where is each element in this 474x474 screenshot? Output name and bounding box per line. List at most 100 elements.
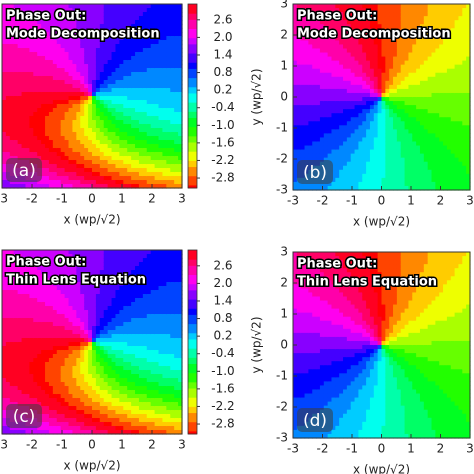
field-cell — [52, 350, 58, 355]
field-cell — [416, 8, 421, 13]
field-cell — [323, 48, 329, 54]
field-cell — [308, 117, 313, 122]
field-cell — [17, 88, 23, 93]
field-cell — [350, 60, 356, 66]
field-cell — [9, 250, 15, 255]
field-cell — [423, 165, 429, 171]
field-cell — [385, 165, 390, 171]
field-cell — [319, 56, 325, 62]
field-cell — [400, 16, 406, 21]
field-cell — [9, 362, 15, 367]
field-cell — [84, 88, 89, 93]
field-cell — [146, 136, 152, 141]
field-cell — [389, 8, 394, 13]
field-cell — [135, 12, 140, 17]
field-cell — [343, 145, 348, 151]
field-cell — [123, 76, 128, 81]
field-cell — [45, 16, 50, 21]
field-cell — [350, 24, 356, 29]
field-cell — [462, 60, 467, 66]
field-cell — [158, 124, 164, 129]
field-cell — [339, 28, 344, 33]
field-cell — [419, 16, 425, 21]
field-cell — [5, 124, 11, 129]
field-cell — [103, 32, 109, 37]
field-cell — [335, 48, 340, 54]
field-cell — [29, 258, 34, 263]
field-cell — [316, 52, 321, 58]
field-cell — [142, 92, 148, 97]
field-cell — [2, 406, 7, 411]
field-cell — [439, 113, 444, 118]
field-cell — [362, 101, 367, 106]
field-cell — [29, 108, 34, 113]
field-cell — [123, 156, 128, 161]
field-cell — [412, 4, 417, 9]
field-cell — [166, 60, 171, 65]
field-cell — [21, 28, 27, 33]
field-cell — [41, 266, 46, 271]
field-cell — [343, 20, 348, 25]
field-cell — [99, 112, 105, 117]
field-cell — [13, 180, 19, 185]
field-cell — [331, 145, 336, 151]
field-cell — [150, 100, 156, 105]
colorbar-tick-label: 1.4 — [213, 47, 232, 61]
field-cell — [385, 113, 390, 118]
field-cell — [76, 168, 81, 173]
field-cell — [37, 254, 42, 259]
field-cell — [373, 72, 379, 78]
field-cell — [76, 172, 81, 177]
field-cell — [21, 398, 27, 403]
field-cell — [466, 97, 471, 102]
field-cell — [37, 282, 42, 287]
field-cell — [335, 149, 340, 155]
field-cell — [316, 113, 321, 118]
field-cell — [17, 36, 23, 41]
field-cell — [127, 168, 132, 173]
field-cell — [123, 132, 128, 137]
field-cell — [323, 16, 329, 21]
field-cell — [170, 156, 175, 161]
field-cell — [88, 56, 93, 61]
field-cell — [439, 101, 444, 106]
field-cell — [119, 92, 124, 97]
field-cell — [48, 302, 54, 307]
field-cell — [21, 52, 27, 57]
field-cell — [412, 24, 417, 29]
field-cell — [29, 386, 34, 391]
field-cell — [5, 294, 11, 299]
field-cell — [142, 64, 148, 69]
field-cell — [111, 164, 117, 169]
field-cell — [115, 28, 120, 33]
field-cell — [13, 124, 19, 129]
field-cell — [52, 172, 58, 177]
field-cell — [135, 148, 140, 153]
field-cell — [127, 60, 132, 65]
field-cell — [103, 24, 109, 29]
field-cell — [296, 141, 302, 147]
field-cell — [350, 52, 356, 58]
field-cell — [29, 278, 34, 283]
field-cell — [41, 294, 46, 299]
field-cell — [393, 169, 398, 175]
field-cell — [389, 157, 394, 163]
field-cell — [17, 382, 23, 387]
field-cell — [64, 136, 70, 141]
field-cell — [84, 96, 89, 101]
field-cell — [60, 108, 66, 113]
field-cell — [150, 56, 156, 61]
field-cell — [419, 52, 425, 58]
field-cell — [389, 105, 394, 110]
field-cell — [346, 97, 352, 102]
field-cell — [84, 4, 89, 9]
field-cell — [462, 20, 467, 25]
field-cell — [316, 133, 321, 139]
field-cell — [60, 88, 66, 93]
field-cell — [343, 8, 348, 13]
field-cell — [56, 52, 62, 57]
field-cell — [443, 68, 448, 74]
field-cell — [88, 8, 93, 13]
field-cell — [339, 20, 344, 25]
field-cell — [56, 124, 62, 129]
